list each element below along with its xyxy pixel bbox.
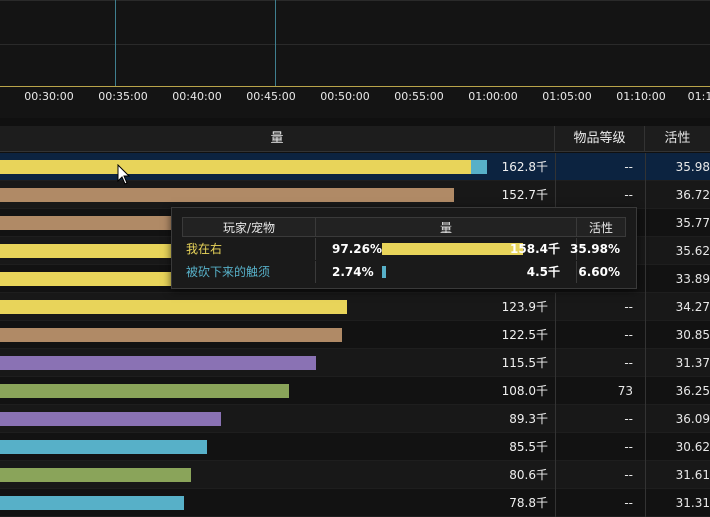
item-level-value: -- [555, 181, 639, 209]
amount-bar [0, 412, 221, 426]
time-tick: 00:40:00 [172, 90, 222, 103]
activity-value: 36.72 [645, 181, 710, 209]
time-tick: 01:10:00 [616, 90, 666, 103]
amount-value: 85.5千 [509, 440, 548, 454]
activity-value: 30.85 [645, 321, 710, 349]
item-level-value: -- [555, 433, 639, 461]
timeline-marker [115, 0, 116, 86]
amount-bar [0, 328, 342, 342]
time-tick: 00:35:00 [98, 90, 148, 103]
activity-value: 35.62 [645, 237, 710, 265]
tooltip-divider [576, 238, 577, 260]
grid-line [0, 44, 710, 45]
amount-value: 123.9千 [501, 300, 548, 314]
activity-value: 35.77 [645, 209, 710, 237]
table-row[interactable]: 80.6千 -- 31.61 [0, 461, 710, 489]
pet-amount-bar [471, 160, 487, 174]
item-level-value: -- [555, 489, 639, 517]
amount-bar [0, 160, 471, 174]
activity-value: 31.61 [645, 461, 710, 489]
item-level-value: -- [555, 321, 639, 349]
amount-bar [0, 440, 207, 454]
tooltip-row: 我在右 97.26% 158.4千 35.98% [182, 238, 626, 260]
table-row[interactable]: 85.5千 -- 30.62 [0, 433, 710, 461]
time-tick: 01:05:00 [542, 90, 592, 103]
timeline-chart[interactable]: 00:30:00 00:35:00 00:40:00 00:45:00 00:5… [0, 0, 710, 118]
tooltip-header-activity: 活性 [576, 217, 626, 237]
item-level-value: 73 [555, 377, 639, 405]
amount-bar [0, 356, 316, 370]
activity-value: 36.09 [645, 405, 710, 433]
timeline-marker [275, 0, 276, 86]
amount-value: 78.8千 [509, 496, 548, 510]
amount-bar [0, 384, 289, 398]
tooltip-divider [315, 238, 316, 260]
table-row[interactable]: 108.0千 73 36.25 [0, 377, 710, 405]
activity-value: 36.25 [645, 377, 710, 405]
column-header-activity[interactable]: 活性 [645, 126, 710, 152]
column-header-amount[interactable]: 量 [0, 126, 555, 152]
tooltip-header-player: 玩家/宠物 [182, 217, 316, 237]
item-level-value: -- [555, 461, 639, 489]
amount-bar [0, 468, 191, 482]
grid-line [0, 0, 710, 1]
tooltip-activity: 6.60% [578, 265, 620, 279]
activity-value: 31.37 [645, 349, 710, 377]
table-row[interactable]: 115.5千 -- 31.37 [0, 349, 710, 377]
tooltip-amount: 4.5千 [526, 265, 560, 279]
tooltip-amount: 158.4千 [510, 242, 560, 256]
amount-bar [0, 300, 347, 314]
tooltip-source-name: 被砍下来的触须 [186, 265, 271, 279]
breakdown-tooltip: 玩家/宠物 量 活性 我在右 97.26% 158.4千 35.98% 被砍下来的触须 2… [171, 207, 637, 289]
amount-value: 80.6千 [509, 468, 548, 482]
amount-value: 115.5千 [501, 356, 548, 370]
time-tick: 00:45:00 [246, 90, 296, 103]
tooltip-divider [315, 261, 316, 283]
tooltip-amount-bar [382, 243, 523, 255]
table-row[interactable]: 78.8千 -- 31.31 [0, 489, 710, 517]
amount-value: 152.7千 [501, 188, 548, 202]
activity-value: 34.27 [645, 293, 710, 321]
tooltip-header-amount: 量 [315, 217, 577, 237]
tooltip-activity: 35.98% [570, 242, 620, 256]
amount-value: 122.5千 [501, 328, 548, 342]
activity-value: 30.62 [645, 433, 710, 461]
item-level-value: -- [555, 293, 639, 321]
tooltip-source-name: 我在右 [186, 242, 223, 256]
activity-value: 33.89 [645, 265, 710, 293]
meter-table: 量 物品等级 活性 162.8千 -- 35.98 152.7千 -- 36.72 35.7… [0, 126, 710, 517]
item-level-value: -- [555, 153, 639, 181]
item-level-value: -- [555, 349, 639, 377]
time-tick: 00:55:00 [394, 90, 444, 103]
time-tick: 01:00:00 [468, 90, 518, 103]
time-tick: 01:1 [687, 90, 710, 103]
activity-value: 31.31 [645, 489, 710, 517]
amount-value: 162.8千 [501, 160, 548, 174]
amount-value: 108.0千 [501, 384, 548, 398]
amount-bar [0, 188, 454, 202]
table-row[interactable]: 162.8千 -- 35.98 [0, 153, 710, 181]
tooltip-percent: 2.74% [332, 265, 374, 279]
activity-value: 35.98 [645, 153, 710, 181]
tooltip-percent: 97.26% [332, 242, 382, 256]
tooltip-row: 被砍下来的触须 2.74% 4.5千 6.60% [182, 261, 626, 283]
table-row[interactable]: 152.7千 -- 36.72 [0, 181, 710, 209]
table-row[interactable]: 89.3千 -- 36.09 [0, 405, 710, 433]
timeline-axis [0, 86, 710, 87]
amount-bar [0, 496, 184, 510]
item-level-value: -- [555, 405, 639, 433]
column-header-item-level[interactable]: 物品等级 [555, 126, 645, 152]
table-row[interactable]: 122.5千 -- 30.85 [0, 321, 710, 349]
time-tick: 00:30:00 [24, 90, 74, 103]
time-tick: 00:50:00 [320, 90, 370, 103]
table-row[interactable]: 123.9千 -- 34.27 [0, 293, 710, 321]
tooltip-divider [576, 261, 577, 283]
amount-value: 89.3千 [509, 412, 548, 426]
mouse-cursor-icon [117, 164, 131, 185]
tooltip-amount-bar [382, 266, 386, 278]
